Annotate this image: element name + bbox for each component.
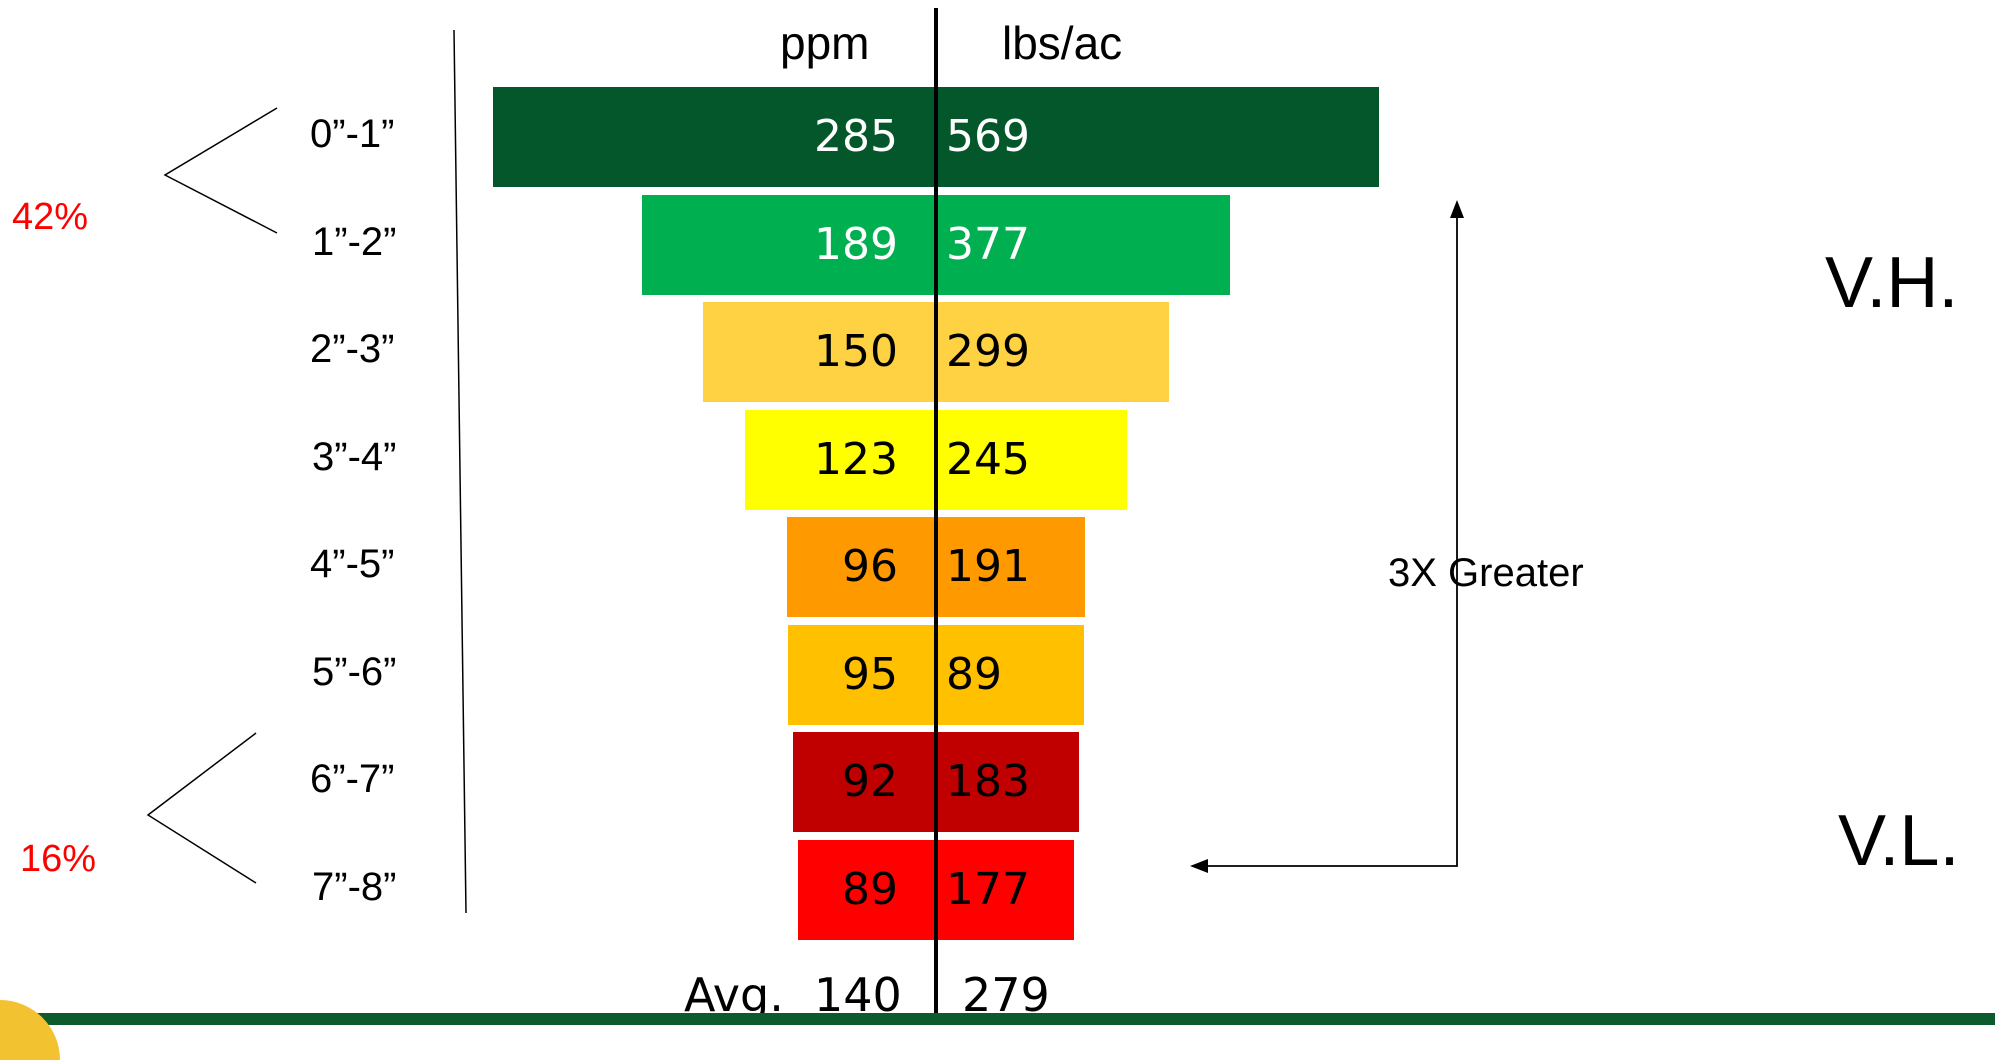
top-bracket xyxy=(163,107,278,234)
depth-label: 1”-2” xyxy=(312,220,397,264)
depth-label: 2”-3” xyxy=(310,327,395,371)
footer-band xyxy=(0,1013,1995,1025)
depth-label: 0”-1” xyxy=(310,112,395,156)
ppm-value: 123 xyxy=(814,434,898,485)
header-lbs-ac: lbs/ac xyxy=(1002,17,1123,69)
chart-svg xyxy=(146,29,1464,914)
lbs-ac-value: 377 xyxy=(946,219,1030,270)
lbs-ac-value: 183 xyxy=(946,756,1030,807)
arrow-head-left xyxy=(1190,859,1208,873)
very-high-label: V.H. xyxy=(1825,243,1959,323)
bottom-percent-label: 16% xyxy=(20,838,97,880)
comparison-arrow-line xyxy=(1205,215,1458,867)
top-percent-label: 42% xyxy=(12,196,89,238)
header-ppm: ppm xyxy=(780,17,870,69)
depth-label: 6”-7” xyxy=(310,757,395,801)
ppm-value: 96 xyxy=(842,541,898,592)
lbs-ac-value: 191 xyxy=(946,541,1030,592)
lbs-ac-value: 299 xyxy=(946,326,1030,377)
lbs-ac-value: 177 xyxy=(946,864,1030,915)
center-divider-line xyxy=(934,8,938,1013)
ppm-value: 189 xyxy=(814,219,898,270)
ratio-note: 3X Greater xyxy=(1388,551,1584,595)
ppm-value: 150 xyxy=(814,326,898,377)
depth-axis-line xyxy=(453,29,467,914)
lbs-ac-value: 245 xyxy=(946,434,1030,485)
very-low-label: V.L. xyxy=(1838,801,1960,881)
bottom-bracket xyxy=(146,732,257,884)
depth-label: 7”-8” xyxy=(312,865,397,909)
arrow-head-up xyxy=(1450,200,1464,218)
lbs-ac-value: 569 xyxy=(946,111,1030,162)
depth-label: 5”-6” xyxy=(312,650,397,694)
ppm-value: 92 xyxy=(842,756,898,807)
depth-label: 4”-5” xyxy=(310,542,395,586)
depth-label: 3”-4” xyxy=(312,435,397,479)
ppm-value: 89 xyxy=(842,864,898,915)
ppm-value: 285 xyxy=(814,111,898,162)
ppm-value: 95 xyxy=(842,649,898,700)
lbs-ac-value: 89 xyxy=(946,649,1002,700)
